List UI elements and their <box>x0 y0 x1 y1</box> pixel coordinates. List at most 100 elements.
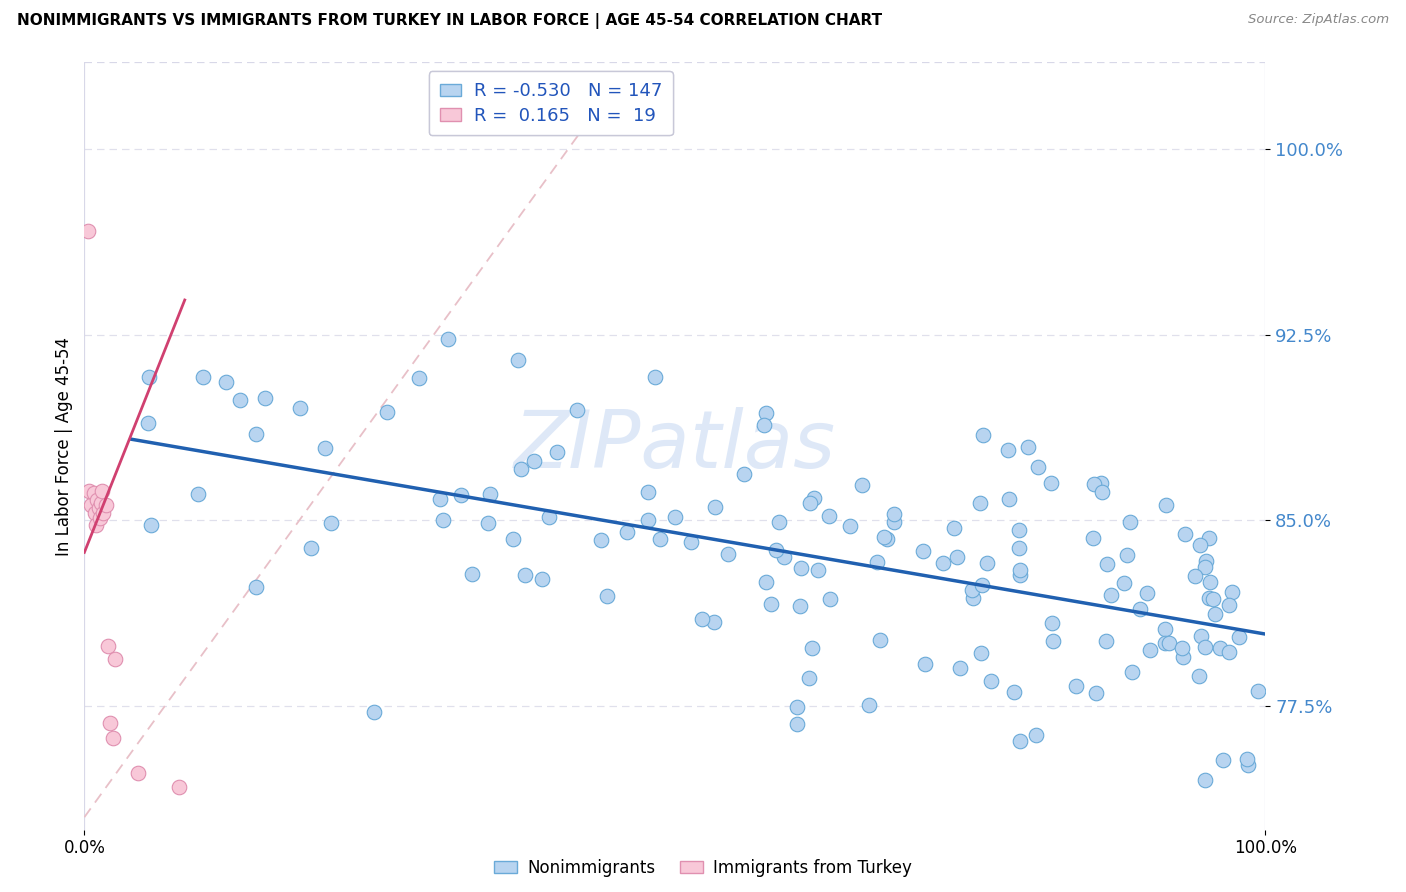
Point <box>87 500 110 515</box>
Point <box>1194 560 1216 574</box>
Point <box>477 516 499 530</box>
Point <box>637 513 659 527</box>
Point <box>1008 563 1031 577</box>
Point <box>1121 665 1143 679</box>
Point <box>1171 640 1194 655</box>
Point <box>215 376 238 390</box>
Point <box>704 500 727 515</box>
Point <box>717 547 740 561</box>
Point <box>314 442 336 456</box>
Point <box>98 716 121 731</box>
Point <box>883 508 905 522</box>
Point <box>429 491 451 506</box>
Point <box>89 510 111 524</box>
Point <box>1025 728 1047 742</box>
Point <box>1091 485 1114 500</box>
Point <box>851 477 873 491</box>
Point <box>1064 679 1087 693</box>
Point <box>1198 531 1220 545</box>
Point <box>1010 734 1032 748</box>
Point <box>865 555 887 569</box>
Point <box>765 542 787 557</box>
Point <box>432 513 454 527</box>
Legend: R = -0.530   N = 147, R =  0.165   N =  19: R = -0.530 N = 147, R = 0.165 N = 19 <box>429 71 673 136</box>
Point <box>461 567 484 582</box>
Point <box>1218 645 1240 659</box>
Point <box>1095 557 1118 571</box>
Point <box>595 589 617 603</box>
Point <box>136 417 159 431</box>
Point <box>138 370 160 384</box>
Y-axis label: In Labor Force | Age 45-54: In Labor Force | Age 45-54 <box>55 336 73 556</box>
Point <box>962 583 984 598</box>
Point <box>1188 669 1211 683</box>
Point <box>914 657 936 672</box>
Point <box>1002 685 1025 699</box>
Point <box>962 591 984 605</box>
Point <box>90 496 112 510</box>
Point <box>858 698 880 712</box>
Point <box>513 568 536 582</box>
Point <box>127 765 149 780</box>
Point <box>478 487 501 501</box>
Legend: Nonimmigrants, Immigrants from Turkey: Nonimmigrants, Immigrants from Turkey <box>486 853 920 884</box>
Point <box>1174 527 1197 541</box>
Point <box>773 550 796 565</box>
Point <box>1171 650 1194 665</box>
Point <box>786 699 808 714</box>
Point <box>755 406 778 420</box>
Point <box>1156 498 1178 512</box>
Point <box>690 612 713 626</box>
Point <box>1227 630 1250 644</box>
Point <box>997 442 1019 457</box>
Point <box>733 467 755 481</box>
Point <box>591 533 613 547</box>
Point <box>319 516 342 531</box>
Point <box>1008 541 1031 555</box>
Point <box>1153 623 1175 637</box>
Point <box>1153 636 1175 650</box>
Point <box>1189 629 1212 643</box>
Point <box>797 671 820 685</box>
Point <box>768 515 790 529</box>
Point <box>77 224 100 238</box>
Point <box>818 591 841 606</box>
Point <box>84 518 107 533</box>
Point <box>530 572 553 586</box>
Point <box>1116 548 1139 562</box>
Point <box>1201 591 1223 606</box>
Point <box>807 563 830 577</box>
Point <box>1083 476 1105 491</box>
Point <box>786 717 808 731</box>
Point <box>1212 753 1234 767</box>
Point <box>91 483 114 498</box>
Point <box>191 370 214 384</box>
Text: NONIMMIGRANTS VS IMMIGRANTS FROM TURKEY IN LABOR FORCE | AGE 45-54 CORRELATION C: NONIMMIGRANTS VS IMMIGRANTS FROM TURKEY … <box>17 13 882 29</box>
Point <box>1199 574 1222 589</box>
Point <box>1008 524 1031 538</box>
Point <box>299 541 322 555</box>
Point <box>1026 459 1049 474</box>
Point <box>245 581 267 595</box>
Point <box>167 780 190 795</box>
Point <box>83 486 105 500</box>
Point <box>1194 640 1216 654</box>
Point <box>229 393 252 408</box>
Point <box>1114 576 1136 591</box>
Point <box>1139 643 1161 657</box>
Point <box>104 652 127 666</box>
Point <box>790 561 813 575</box>
Point <box>976 557 998 571</box>
Point <box>86 493 108 508</box>
Point <box>616 524 638 539</box>
Point <box>1204 607 1226 621</box>
Text: Source: ZipAtlas.com: Source: ZipAtlas.com <box>1249 13 1389 27</box>
Point <box>1247 684 1270 698</box>
Point <box>1040 615 1063 630</box>
Point <box>931 556 953 570</box>
Point <box>436 332 458 346</box>
Point <box>502 532 524 546</box>
Point <box>998 492 1021 507</box>
Point <box>946 549 969 564</box>
Point <box>942 521 965 535</box>
